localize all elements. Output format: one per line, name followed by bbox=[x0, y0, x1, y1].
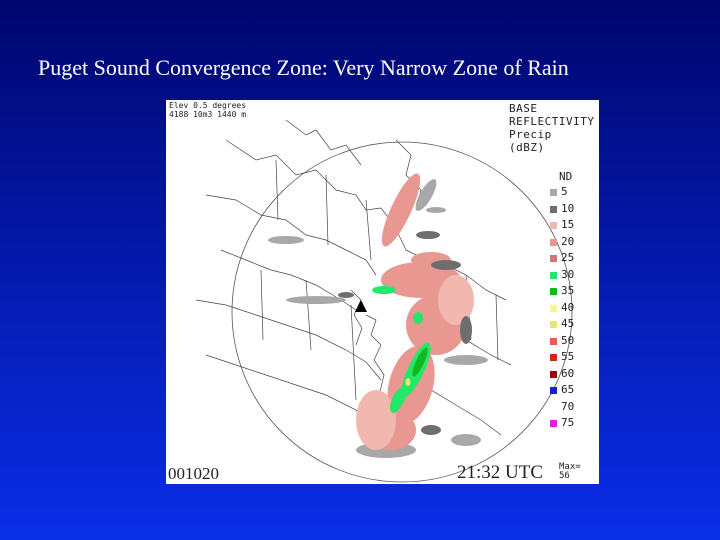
max-value: 56 bbox=[559, 471, 570, 481]
legend-swatch bbox=[550, 271, 557, 279]
max-reflectivity: Max= 56 bbox=[559, 463, 581, 481]
precip-moderate-light bbox=[356, 275, 474, 450]
legend-label: 60 bbox=[561, 366, 575, 380]
legend-row: 35 bbox=[550, 284, 598, 302]
legend-row: 50 bbox=[550, 333, 598, 352]
product-line-2: REFLECTIVITY bbox=[509, 115, 595, 128]
max-label: Max= bbox=[559, 462, 581, 472]
slide-title: Puget Sound Convergence Zone: Very Narro… bbox=[38, 55, 569, 80]
legend-row: 40 bbox=[550, 300, 598, 319]
legend-swatch bbox=[550, 222, 557, 229]
product-line-4: (dBZ) bbox=[509, 141, 545, 154]
radar-site-marker bbox=[355, 300, 367, 312]
legend-swatch bbox=[550, 403, 557, 411]
legend-label: 45 bbox=[561, 317, 575, 330]
legend-label: 50 bbox=[561, 333, 575, 347]
legend-swatch bbox=[550, 337, 557, 345]
legend-row: 55 bbox=[550, 350, 598, 368]
legend-label: 40 bbox=[561, 300, 575, 314]
precip-core bbox=[405, 378, 411, 386]
legend-label: 30 bbox=[561, 267, 575, 281]
legend-swatch bbox=[550, 205, 557, 213]
legend-swatch bbox=[550, 238, 557, 246]
legend-swatch bbox=[550, 288, 557, 295]
scan-time: 21:32 UTC bbox=[457, 462, 544, 483]
map-outlines bbox=[195, 119, 512, 451]
date-code: 001020 bbox=[168, 464, 219, 483]
legend-label: 20 bbox=[561, 234, 575, 248]
product-line-1: BASE bbox=[509, 102, 538, 115]
precip-specks bbox=[338, 231, 472, 435]
legend-label: 15 bbox=[561, 218, 575, 231]
legend-swatch bbox=[550, 370, 557, 378]
legend-swatch bbox=[550, 420, 557, 427]
legend-row: 25 bbox=[550, 251, 598, 269]
precip-heavier bbox=[412, 347, 428, 377]
legend-row: 75 bbox=[550, 416, 598, 434]
legend-row: 70 bbox=[550, 399, 598, 418]
legend-swatch bbox=[550, 321, 557, 328]
legend-label: 75 bbox=[561, 416, 575, 429]
legend-label: 25 bbox=[561, 251, 575, 264]
range-ring bbox=[231, 141, 573, 483]
elevation-label: Elev 0.5 degrees bbox=[169, 101, 247, 110]
product-line-3: Precip bbox=[509, 128, 552, 141]
legend-swatch bbox=[550, 387, 557, 394]
radar-image: Elev 0.5 degrees 4188 10m3 1440 m BASE R… bbox=[166, 100, 599, 484]
legend-row: 45 bbox=[550, 317, 598, 335]
legend-row: 10 bbox=[550, 201, 598, 220]
legend-nd-label: ND bbox=[559, 170, 573, 183]
legend-row: 5 bbox=[550, 185, 598, 203]
legend-row: 20 bbox=[550, 234, 598, 253]
legend-label: 70 bbox=[561, 399, 575, 413]
radar-info-label: 4188 10m3 1440 m bbox=[169, 110, 247, 119]
legend-swatch bbox=[550, 255, 557, 262]
legend-swatch bbox=[550, 354, 557, 361]
legend-row: 30 bbox=[550, 267, 598, 286]
radar-map bbox=[195, 119, 573, 483]
legend-swatch bbox=[550, 189, 557, 196]
legend-row: 60 bbox=[550, 366, 598, 385]
legend-row: 65 bbox=[550, 383, 598, 401]
legend-label: 10 bbox=[561, 201, 575, 215]
legend-row: 15 bbox=[550, 218, 598, 236]
legend-label: 35 bbox=[561, 284, 575, 297]
reflectivity-legend: 5 10 15 20 25 30 35 40 45 50 55 60 65 70… bbox=[550, 185, 598, 434]
precip-light bbox=[268, 179, 488, 458]
legend-swatch bbox=[550, 304, 557, 312]
legend-label: 55 bbox=[561, 350, 575, 363]
legend-label: 65 bbox=[561, 383, 575, 396]
legend-label: 5 bbox=[561, 185, 568, 198]
